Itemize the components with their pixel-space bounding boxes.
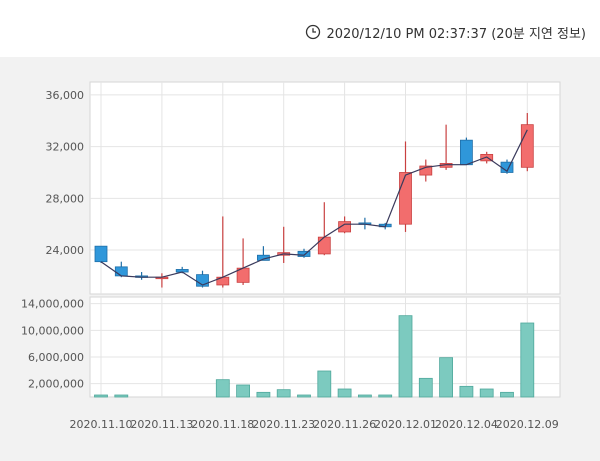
volume-bar (439, 357, 454, 398)
candle-body (196, 274, 209, 287)
price-plot-area (89, 81, 561, 295)
volume-bar (479, 388, 494, 398)
volume-bar (398, 315, 413, 398)
x-tick-label: 2020.11.26 (313, 418, 376, 431)
price-tick-label: 32,000 (46, 141, 85, 154)
x-tick-label: 2020.12.09 (496, 418, 559, 431)
volume-bar (215, 379, 230, 398)
x-tick-label: 2020.12.01 (374, 418, 437, 431)
price-tick-label: 28,000 (46, 192, 85, 205)
x-tick-label: 2020.11.10 (70, 418, 133, 431)
volume-bar (276, 389, 291, 398)
price-tick-label: 36,000 (46, 89, 85, 102)
volume-bar (114, 394, 129, 398)
volume-bar (337, 388, 352, 398)
moving-average-line (100, 129, 528, 286)
candle-body (317, 236, 331, 255)
volume-bar (357, 394, 372, 398)
candle-body (297, 250, 311, 257)
clock-icon (306, 24, 321, 40)
price-tick-label: 24,000 (46, 244, 85, 257)
volume-bar (297, 394, 311, 398)
stock-chart: 24,000 28,000 32,000 36,000 2,000,000 6,000,0… (21, 81, 561, 431)
candle-body (399, 172, 412, 225)
timestamp-text: 2020/12/10 PM 02:37:37 (20분 지연 정보) (326, 26, 586, 42)
candle-body (94, 245, 108, 263)
volume-tick-label: 6,000,000 (28, 351, 84, 364)
volume-tick-label: 14,000,000 (21, 298, 84, 311)
chart-panel: 24,000 28,000 32,000 36,000 2,000,000 6,000,0… (0, 57, 600, 461)
timestamp: 2020/12/10 PM 02:37:37 (20분 지연 정보) (305, 22, 586, 42)
volume-bar (500, 391, 514, 398)
candle-body (338, 221, 352, 233)
candle-body (459, 139, 473, 166)
volume-bar (520, 322, 535, 398)
candle-body (114, 266, 128, 277)
volume-bar (94, 394, 108, 398)
x-tick-label: 2020.11.13 (130, 418, 193, 431)
volume-tick-label: 10,000,000 (21, 324, 84, 337)
candle-body (419, 165, 433, 176)
volume-bar (236, 384, 251, 398)
volume-tick-label: 2,000,000 (28, 378, 84, 391)
x-tick-label: 2020.11.23 (252, 418, 315, 431)
volume-bar (256, 391, 271, 398)
volume-bar (459, 385, 474, 398)
volume-bar (418, 377, 433, 398)
volume-bar (378, 394, 393, 398)
x-tick-label: 2020.12.04 (435, 418, 498, 431)
volume-bar (317, 370, 332, 398)
x-tick-label: 2020.11.18 (191, 418, 254, 431)
